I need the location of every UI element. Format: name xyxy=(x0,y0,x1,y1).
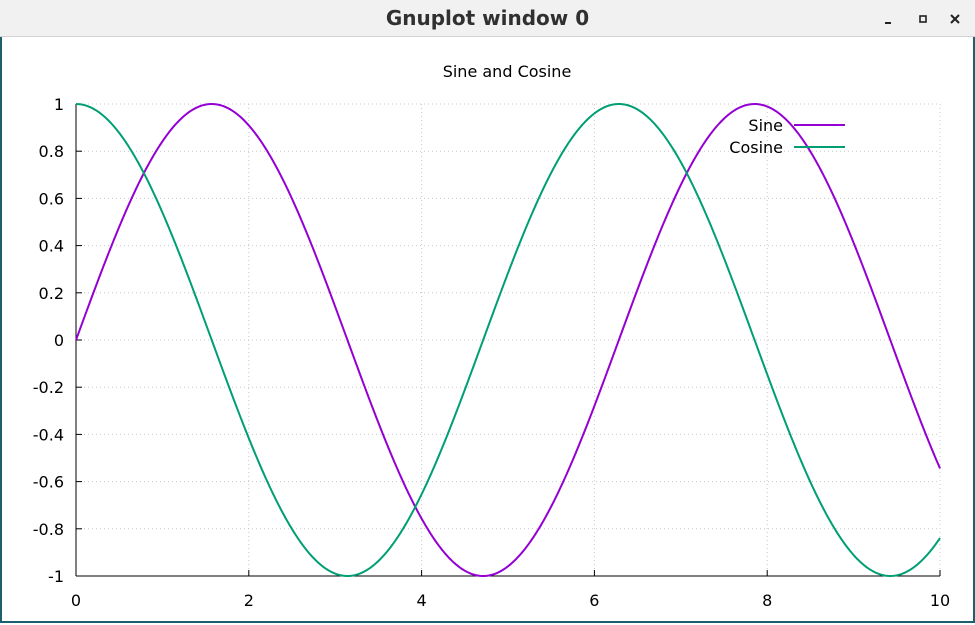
close-button[interactable] xyxy=(944,8,966,30)
y-tick-label: 0.4 xyxy=(39,237,64,256)
series-line-cosine xyxy=(75,103,941,577)
y-tick-label: -0.8 xyxy=(33,520,64,539)
y-tick-label: 1 xyxy=(54,95,64,114)
y-tick-label: 0.2 xyxy=(39,284,64,303)
x-tick-label: 2 xyxy=(244,591,254,610)
legend: Sine Cosine xyxy=(729,116,845,157)
y-tick-label: -1 xyxy=(48,567,64,586)
grid xyxy=(76,103,941,576)
y-tick-label: 0.6 xyxy=(39,189,64,208)
x-tick-label: 6 xyxy=(589,591,599,610)
chart-svg: 0 2 4 6 8 1010.80.60.40.20-0.2-0.4-0.6-0.8-1 … xyxy=(33,62,950,610)
y-tick-label: 0.8 xyxy=(39,142,64,161)
x-tick-label: 4 xyxy=(417,591,427,610)
y-tick-label: 0 xyxy=(54,331,64,350)
minimize-icon xyxy=(885,22,891,24)
window-titlebar[interactable]: Gnuplot window 0 xyxy=(0,0,975,37)
legend-label-sine: Sine xyxy=(748,116,783,135)
series-layer xyxy=(75,103,941,577)
x-tick-label: 10 xyxy=(930,591,950,610)
legend-label-cosine: Cosine xyxy=(729,138,783,157)
minimize-button[interactable] xyxy=(877,8,899,30)
maximize-icon xyxy=(919,15,927,23)
y-tick-label: -0.4 xyxy=(33,425,64,444)
x-tick-label: 0 xyxy=(71,591,81,610)
maximize-button[interactable] xyxy=(912,8,934,30)
x-tick-label: 8 xyxy=(762,591,772,610)
axes: 0 2 4 6 8 10 1 0.8 0.6 0.4 0.2 0 -0.2 -0.4 -0.6 -0.8 -1 xyxy=(33,95,950,610)
chart-title: Sine and Cosine xyxy=(443,62,572,81)
plot-area: 0 2 4 6 8 10 1 0.8 0.6 0.4 0.2 0 -0.2 -0.4 -0.6 -0.8 -1 … xyxy=(0,37,975,623)
y-tick-label: -0.6 xyxy=(33,473,64,492)
y-tick-label: -0.2 xyxy=(33,378,64,397)
window-title: Gnuplot window 0 xyxy=(385,6,590,30)
series-line-sine xyxy=(75,103,941,577)
close-icon xyxy=(950,14,960,24)
